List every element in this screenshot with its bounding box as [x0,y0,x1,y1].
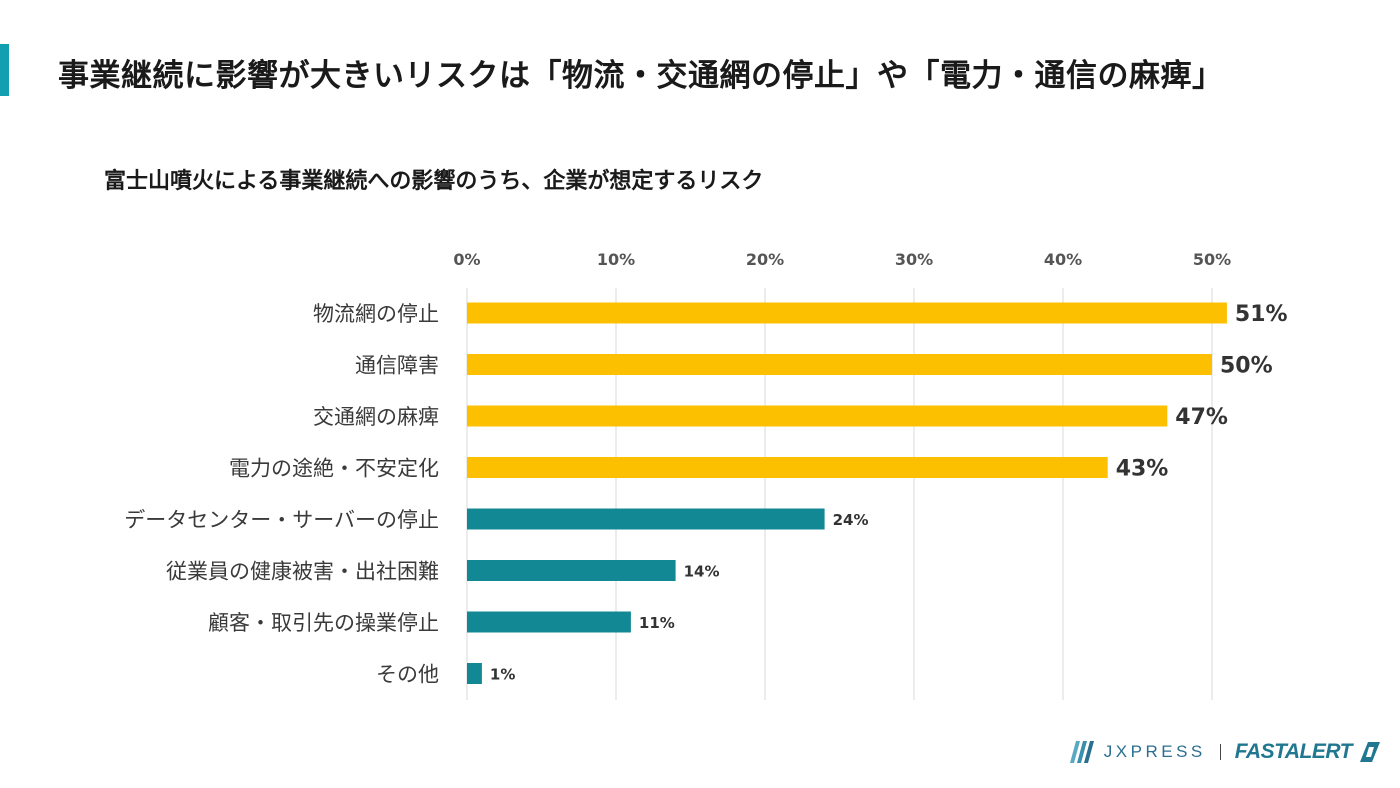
logo-separator [1219,744,1221,760]
x-tick-label: 30% [895,250,933,269]
bar [467,508,825,530]
data-label: 1% [490,666,515,684]
category-label: その他 [376,663,439,687]
data-label: 24% [833,511,869,529]
bar [467,457,1108,478]
jx-stripes-icon [1069,741,1094,763]
bar [467,302,1227,324]
fastalert-logo: FASTALERT [1235,740,1380,764]
x-tick-label: 50% [1193,250,1231,269]
category-label: 電力の途絶・不安定化 [229,457,439,481]
x-tick-label: 20% [746,250,784,269]
fastalert-bolt-icon [1360,742,1380,762]
bar [467,663,482,684]
jxpress-logo-text: JXPRESS [1103,742,1206,761]
x-tick-label: 10% [597,250,635,269]
bar [467,354,1212,375]
bar [467,611,631,633]
category-label: 顧客・取引先の操業停止 [208,611,439,635]
category-label: 交通網の麻痺 [313,405,439,429]
jxpress-logo: JXPRESS [1069,741,1206,763]
x-tick-label: 40% [1044,250,1082,269]
footer-logos: JXPRESS FASTALERT [1069,740,1380,764]
data-label: 14% [684,563,720,581]
bar [467,560,676,581]
bar [467,405,1168,427]
page-title: 事業継続に影響が大きいリスクは「物流・交通網の停止」や「電力・通信の麻痺」 [58,58,1224,94]
x-tick-label: 0% [453,250,480,269]
category-label: 従業員の健康被害・出社困難 [166,560,439,584]
chart-title: 富士山噴火による事業継続への影響のうち、企業が想定するリスク [104,169,764,194]
fastalert-logo-text: FASTALERT [1234,740,1353,763]
title-accent-bar [0,44,9,96]
data-label: 11% [639,614,675,632]
category-label: 物流網の停止 [313,302,439,326]
data-label: 51% [1235,302,1288,327]
category-label: 通信障害 [355,354,439,378]
category-label: データセンター・サーバーの停止 [124,508,439,532]
data-label: 50% [1220,354,1273,379]
data-label: 47% [1175,405,1228,430]
data-label: 43% [1116,457,1169,482]
